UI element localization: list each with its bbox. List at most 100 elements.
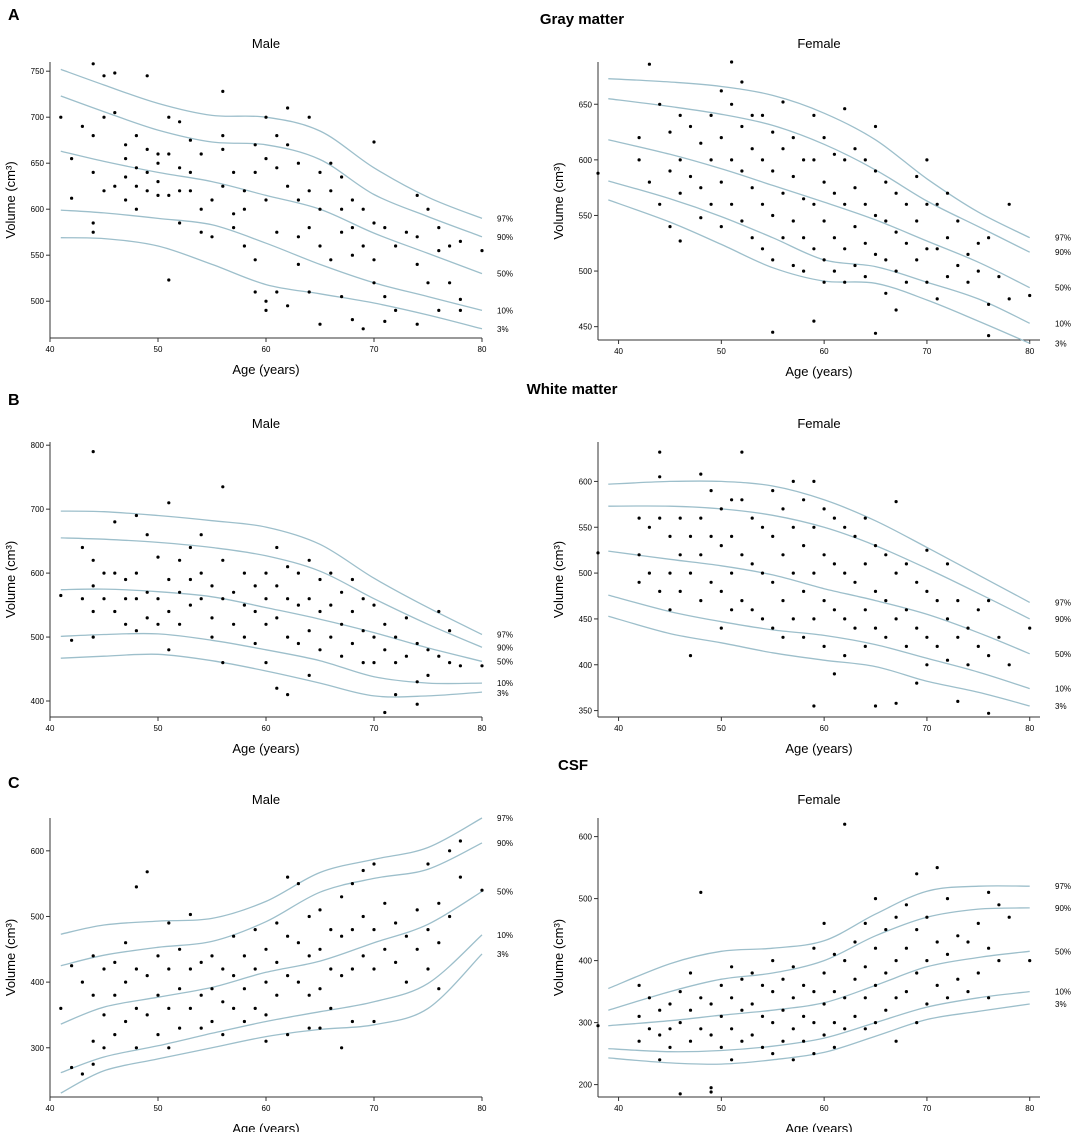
percentile-label: 90% xyxy=(497,839,513,848)
data-point xyxy=(678,553,682,557)
data-point xyxy=(668,534,672,539)
data-point xyxy=(275,134,279,138)
data-point xyxy=(915,1021,919,1025)
y-tick-label: 300 xyxy=(31,1044,45,1053)
data-point xyxy=(719,225,723,229)
data-point xyxy=(781,100,785,104)
data-point xyxy=(372,221,376,225)
data-point xyxy=(167,193,171,197)
data-point xyxy=(383,947,387,951)
data-point xyxy=(296,198,300,202)
data-point xyxy=(884,635,888,639)
x-tick-label: 50 xyxy=(717,1104,726,1113)
data-point xyxy=(253,1006,257,1011)
data-point xyxy=(91,609,95,614)
data-point xyxy=(307,189,311,193)
data-point xyxy=(80,980,84,984)
data-point xyxy=(221,485,225,489)
data-point xyxy=(740,977,744,981)
data-point xyxy=(91,1062,95,1066)
percentile-curve-10 xyxy=(608,990,1030,1053)
percentile-curves xyxy=(608,480,1031,707)
data-point xyxy=(894,996,898,1000)
data-point xyxy=(925,247,929,251)
data-point xyxy=(987,711,991,715)
data-point xyxy=(853,626,857,630)
data-point xyxy=(925,959,929,963)
data-point xyxy=(894,701,898,705)
data-point xyxy=(781,1039,785,1043)
data-point xyxy=(221,147,225,151)
data-point xyxy=(894,1039,898,1043)
data-point xyxy=(925,1002,929,1006)
data-point xyxy=(361,207,365,211)
x-tick-label: 70 xyxy=(922,347,931,356)
data-point xyxy=(678,113,682,117)
data-point xyxy=(80,1072,84,1076)
data-point xyxy=(307,226,311,230)
data-point xyxy=(637,136,641,140)
data-point xyxy=(802,197,806,201)
data-point xyxy=(966,280,970,284)
data-point xyxy=(863,202,867,206)
data-point xyxy=(997,275,1001,279)
data-point xyxy=(832,152,837,156)
data-point xyxy=(199,993,203,997)
data-point xyxy=(286,106,290,110)
data-point xyxy=(124,597,128,601)
data-point xyxy=(688,654,693,658)
data-point xyxy=(437,901,441,905)
y-tick-label: 500 xyxy=(31,633,45,642)
data-point xyxy=(210,616,214,620)
data-point xyxy=(188,170,192,174)
data-point xyxy=(372,140,376,144)
data-point xyxy=(188,545,192,550)
data-point xyxy=(329,571,333,575)
data-point xyxy=(296,882,300,886)
data-point xyxy=(832,191,837,195)
data-point xyxy=(678,191,682,195)
data-point xyxy=(915,174,919,179)
data-point xyxy=(221,661,225,665)
data-point xyxy=(91,1039,95,1043)
data-point xyxy=(448,629,452,633)
data-point xyxy=(59,1006,63,1011)
data-point xyxy=(647,62,652,66)
data-point xyxy=(383,622,387,626)
data-point xyxy=(102,571,106,575)
data-point xyxy=(956,219,960,223)
percentile-curve-90 xyxy=(60,842,483,967)
data-point xyxy=(750,562,754,566)
data-point xyxy=(340,1046,344,1050)
data-point xyxy=(102,1046,106,1050)
data-point xyxy=(286,934,290,938)
data-point xyxy=(853,225,857,229)
data-point xyxy=(699,890,703,895)
data-point xyxy=(863,275,867,279)
data-point xyxy=(350,253,354,257)
data-point xyxy=(383,295,387,299)
data-point xyxy=(134,184,138,188)
data-point xyxy=(286,974,290,978)
x-tick-label: 70 xyxy=(922,724,931,733)
data-point xyxy=(437,308,441,312)
data-point xyxy=(264,198,268,202)
data-point xyxy=(415,641,419,646)
data-point xyxy=(873,626,878,630)
data-point xyxy=(178,1026,182,1030)
data-point xyxy=(415,235,419,239)
y-tick-label: 600 xyxy=(579,477,593,486)
data-point xyxy=(124,622,128,626)
data-point xyxy=(884,219,888,223)
data-point xyxy=(458,297,462,301)
data-point xyxy=(668,608,672,612)
data-point xyxy=(935,599,939,603)
percentile-curve-90 xyxy=(60,537,483,648)
data-point xyxy=(383,901,387,905)
data-point xyxy=(740,1008,744,1012)
percentile-curve-50 xyxy=(608,139,1030,289)
x-tick-label: 40 xyxy=(614,1104,623,1113)
data-point xyxy=(709,113,713,117)
data-point xyxy=(394,635,398,639)
x-tick-label: 80 xyxy=(1025,724,1034,733)
